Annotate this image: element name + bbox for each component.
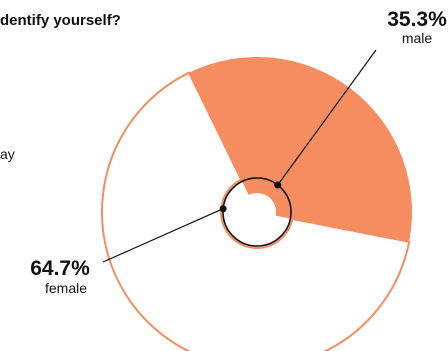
chart-title: dentify yourself?	[0, 12, 121, 29]
male-leader-line	[277, 49, 377, 186]
male-leader-dot	[274, 181, 282, 189]
female-value-label: 64.7%	[30, 257, 90, 280]
male-slice	[189, 56, 413, 242]
male-value-label: 35.3%	[387, 8, 447, 31]
side-text-fragment: ay	[0, 146, 15, 162]
female-leader-dot	[219, 205, 227, 213]
female-category-label: female	[45, 280, 87, 296]
male-category-label: male	[402, 30, 433, 46]
female-slice	[101, 71, 411, 351]
female-leader-line	[102, 208, 224, 263]
